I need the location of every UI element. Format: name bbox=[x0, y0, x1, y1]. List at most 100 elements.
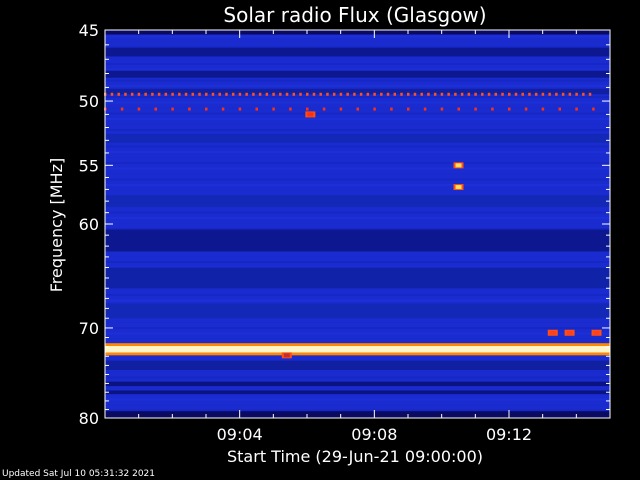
dotted-line-mark bbox=[407, 107, 410, 111]
dotted-line-mark bbox=[467, 92, 471, 96]
bright-emission-line bbox=[105, 343, 610, 347]
texture-stripe bbox=[105, 123, 610, 126]
dotted-line-mark bbox=[211, 92, 215, 96]
texture-stripe bbox=[105, 79, 610, 82]
dotted-line-mark bbox=[299, 92, 302, 96]
frequency-band bbox=[105, 229, 610, 252]
dotted-line-mark bbox=[508, 107, 511, 111]
texture-stripe bbox=[105, 57, 610, 60]
x-axis-label: Start Time (29-Jun-21 09:00:00) bbox=[227, 447, 483, 466]
dotted-line-mark bbox=[205, 92, 208, 96]
texture-stripe bbox=[105, 112, 610, 115]
texture-stripe bbox=[105, 85, 610, 87]
dotted-line-mark bbox=[575, 92, 578, 96]
texture-stripe bbox=[105, 145, 610, 148]
texture-stripe bbox=[105, 376, 610, 379]
texture-stripe bbox=[105, 63, 610, 65]
texture-stripe bbox=[105, 118, 610, 120]
chart-title: Solar radio Flux (Glasgow) bbox=[223, 3, 486, 27]
dotted-line-mark bbox=[440, 92, 444, 96]
dotted-line-mark bbox=[433, 92, 437, 96]
texture-stripe bbox=[105, 68, 610, 71]
dotted-line-mark bbox=[487, 92, 491, 96]
dotted-line-mark bbox=[171, 92, 174, 96]
texture-stripe bbox=[105, 222, 610, 225]
dotted-line-mark bbox=[359, 92, 363, 96]
texture-stripe bbox=[105, 162, 610, 164]
dotted-line-mark bbox=[339, 92, 343, 96]
dotted-line-mark bbox=[561, 92, 565, 96]
dotted-line-mark bbox=[332, 92, 336, 96]
dotted-line-mark bbox=[120, 107, 124, 111]
dotted-line-mark bbox=[528, 92, 531, 96]
frequency-band bbox=[105, 303, 610, 319]
dotted-line-mark bbox=[558, 107, 561, 111]
dotted-line-mark bbox=[400, 92, 403, 96]
dotted-line-mark bbox=[319, 92, 322, 96]
dotted-line-mark bbox=[272, 92, 275, 96]
frequency-band bbox=[105, 133, 610, 143]
dotted-line-mark bbox=[117, 92, 120, 96]
dotted-line-mark bbox=[481, 92, 484, 96]
dotted-line-mark bbox=[238, 107, 242, 111]
dotted-line-mark bbox=[413, 92, 417, 96]
dotted-line-mark bbox=[524, 107, 528, 111]
dotted-line-mark bbox=[494, 92, 498, 96]
texture-stripe bbox=[105, 398, 610, 401]
texture-stripe bbox=[105, 167, 610, 170]
emission-spot bbox=[566, 330, 573, 335]
dotted-line-mark bbox=[110, 92, 114, 96]
dotted-line-mark bbox=[164, 92, 168, 96]
dotted-line-mark bbox=[225, 92, 228, 96]
frequency-band bbox=[105, 381, 610, 387]
frequency-band bbox=[105, 47, 610, 57]
axes: 45 50 55 60 70 80 09:04 09:08 09:12 bbox=[79, 21, 611, 444]
dotted-line-mark bbox=[534, 92, 538, 96]
dotted-line-mark bbox=[326, 92, 329, 96]
dotted-line-mark bbox=[188, 107, 191, 111]
texture-stripe bbox=[105, 393, 610, 395]
texture-stripe bbox=[105, 46, 610, 49]
texture-stripe bbox=[105, 189, 610, 192]
dotted-line-mark bbox=[306, 92, 309, 96]
dotted-line-mark bbox=[184, 92, 188, 96]
emission-spot bbox=[307, 112, 314, 117]
dotted-line-mark bbox=[258, 92, 262, 96]
texture-stripe bbox=[105, 101, 610, 104]
dotted-line-mark bbox=[356, 107, 359, 111]
y-tick-label: 70 bbox=[79, 319, 99, 338]
dotted-line-mark bbox=[312, 92, 316, 96]
dotted-line-mark bbox=[178, 92, 181, 96]
dotted-line-mark bbox=[521, 92, 524, 96]
dotted-line-mark bbox=[575, 107, 578, 111]
texture-stripe bbox=[105, 35, 610, 38]
frequency-band bbox=[105, 70, 610, 78]
dotted-line-mark bbox=[407, 92, 410, 96]
dotted-line-mark bbox=[390, 107, 393, 111]
x-tick-label: 09:08 bbox=[351, 425, 397, 444]
texture-stripe bbox=[105, 409, 610, 412]
dotted-line-mark bbox=[346, 92, 349, 96]
emission-spot bbox=[283, 353, 290, 358]
dotted-line-mark bbox=[514, 92, 518, 96]
texture-stripe bbox=[105, 228, 610, 230]
dotted-line-mark bbox=[245, 92, 248, 96]
texture-stripe bbox=[105, 96, 610, 98]
emission-spot bbox=[455, 163, 462, 168]
texture-stripe bbox=[105, 404, 610, 406]
dotted-line-mark bbox=[191, 92, 195, 96]
texture-stripe bbox=[105, 327, 610, 329]
dotted-line-mark bbox=[373, 107, 376, 111]
emission-spot bbox=[455, 185, 462, 190]
dotted-line-mark bbox=[447, 92, 450, 96]
dotted-line-mark bbox=[339, 107, 343, 111]
y-tick-label: 45 bbox=[79, 21, 99, 40]
dotted-line-mark bbox=[322, 107, 326, 111]
frequency-band bbox=[105, 88, 610, 95]
texture-stripe bbox=[105, 371, 610, 373]
texture-stripe bbox=[105, 294, 610, 296]
dotted-line-mark bbox=[285, 92, 289, 96]
dotted-line-mark bbox=[508, 92, 511, 96]
texture-stripe bbox=[105, 387, 610, 390]
